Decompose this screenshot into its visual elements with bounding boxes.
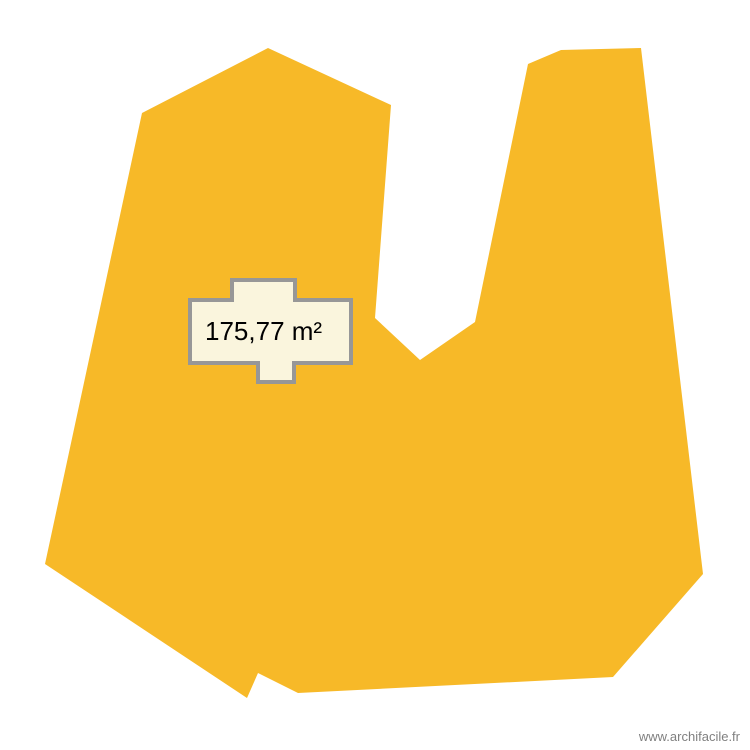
area-label: 175,77 m² [205,316,322,346]
watermark-text: www.archifacile.fr [639,729,740,744]
parcel-polygon [45,48,703,698]
plan-canvas: 175,77 m² [0,0,750,750]
